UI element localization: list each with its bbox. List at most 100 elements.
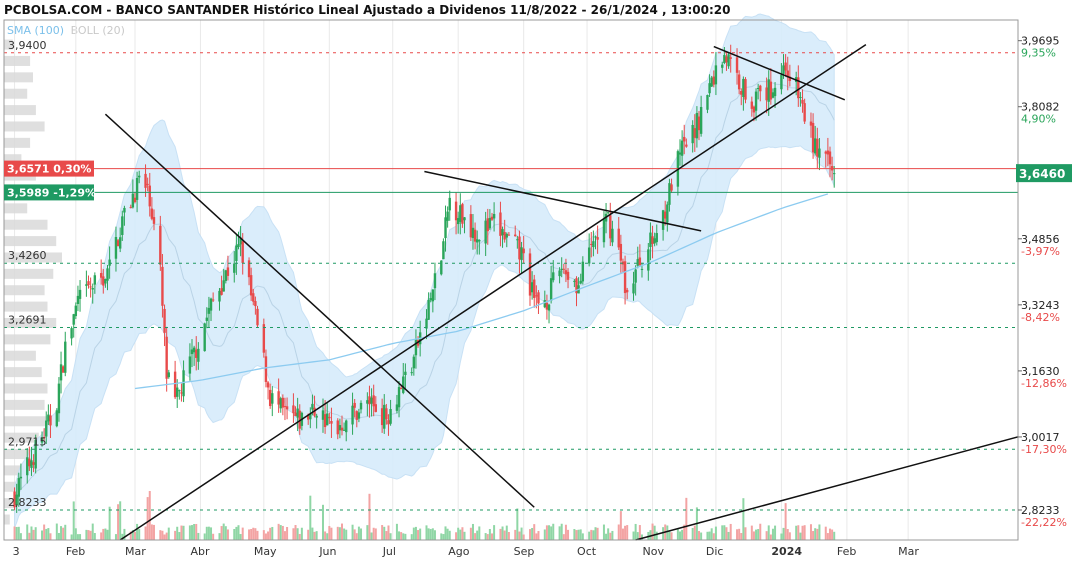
volume-profile-bar (4, 252, 62, 263)
candle-body (121, 216, 124, 235)
volume-bar (621, 528, 624, 540)
candle-body (549, 278, 553, 301)
candle (473, 222, 477, 250)
candle-body (205, 317, 208, 321)
volume-bar (611, 530, 614, 540)
candle (456, 211, 460, 234)
volume-bar (602, 524, 605, 540)
volume-bar (117, 504, 120, 540)
x-tick-label: Mar (898, 545, 919, 558)
candle-body (818, 148, 821, 158)
candle-body (478, 239, 481, 242)
candle (370, 388, 373, 417)
volume-bar (567, 529, 570, 540)
volume-bar (159, 530, 162, 540)
candle-body (247, 260, 251, 278)
candle (72, 313, 75, 338)
volume-bar (41, 530, 44, 540)
candle-body (699, 106, 703, 134)
last-price-tag (1016, 164, 1072, 183)
candle (575, 276, 578, 307)
chart-title: PCBOLSA.COM - BANCO SANTANDER Histórico … (4, 3, 731, 17)
volume-bar (197, 532, 200, 540)
volume-bar (167, 527, 170, 540)
candle-body (782, 65, 785, 74)
candle (560, 257, 563, 278)
volume-bar (412, 527, 415, 540)
candle-body (161, 266, 164, 306)
volume-bar (691, 527, 694, 540)
candle-body (323, 414, 327, 428)
candle (366, 392, 369, 417)
volume-bar (195, 523, 198, 540)
volume-bar (520, 527, 523, 540)
volume-bar (706, 531, 709, 540)
candle (587, 233, 591, 267)
candle-body (486, 218, 489, 232)
volume-bar (355, 533, 358, 540)
volume-bar (653, 525, 656, 540)
candle (478, 239, 481, 255)
y-tick-label: 2,8233 (1021, 504, 1060, 517)
candle-body (765, 87, 768, 101)
candle-body (444, 217, 447, 239)
volume-bar (833, 531, 836, 540)
volume-bar (666, 525, 669, 540)
volume-bar (315, 531, 318, 540)
volume-bar (795, 525, 798, 540)
volume-bar (816, 528, 819, 540)
candle (279, 396, 282, 413)
candle (13, 487, 16, 511)
candle-body (49, 415, 52, 426)
candle-body (725, 56, 728, 63)
candle (233, 251, 236, 283)
candle-body (710, 77, 713, 87)
candle-body (64, 341, 67, 373)
candle-body (338, 425, 342, 431)
bollinger-band-area (14, 13, 835, 528)
volume-bar (212, 533, 215, 540)
candle-body (148, 185, 151, 207)
candle (353, 398, 356, 418)
candle-body (647, 249, 650, 271)
candle (759, 84, 762, 102)
candle (30, 446, 33, 476)
candle-body (47, 414, 50, 422)
volume-bar (543, 529, 546, 540)
x-tick-label: Feb (66, 545, 85, 558)
candle (769, 68, 773, 105)
volume-bar (256, 530, 259, 540)
candle (404, 363, 407, 389)
candle-body (387, 420, 390, 425)
candle-body (220, 288, 223, 295)
volume-profile-bar (4, 465, 25, 476)
candle-body (492, 213, 496, 219)
volume-bar (370, 532, 373, 540)
candle-body (163, 308, 166, 333)
volume-bar (233, 529, 236, 540)
candle (59, 351, 63, 394)
candle-body (226, 267, 230, 276)
candle-body (649, 232, 652, 247)
volume-bar (596, 527, 599, 540)
candle-body (315, 415, 318, 418)
candle-body (266, 382, 270, 388)
y-tick-label: 3,1630 (1021, 365, 1060, 378)
candle (70, 326, 73, 346)
level-label: 2,9715 (8, 435, 47, 448)
volume-bar (700, 532, 703, 540)
candle-body (239, 237, 242, 245)
candle (486, 208, 489, 245)
candle-body (40, 437, 44, 443)
volume-bar (478, 526, 481, 540)
volume-bar (281, 525, 284, 540)
candle-body (351, 405, 354, 425)
candle (446, 206, 449, 228)
volume-bar (360, 528, 363, 540)
candle (721, 61, 724, 74)
candle (649, 222, 652, 261)
candle-body (562, 268, 566, 270)
candle (590, 232, 593, 258)
volume-bar (797, 525, 800, 540)
